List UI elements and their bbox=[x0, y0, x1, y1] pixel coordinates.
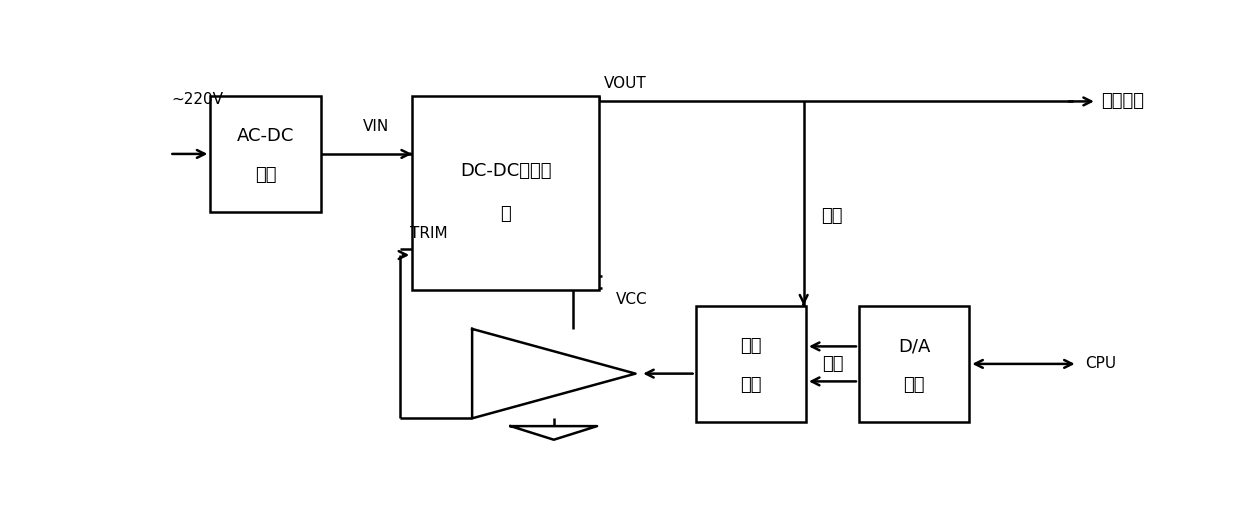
FancyBboxPatch shape bbox=[696, 306, 806, 422]
Text: ~220V: ~220V bbox=[171, 92, 223, 107]
Text: 模块: 模块 bbox=[254, 166, 277, 184]
Text: D/A: D/A bbox=[898, 337, 930, 356]
Text: VIN: VIN bbox=[363, 119, 389, 134]
Text: CPU: CPU bbox=[1085, 357, 1116, 371]
Text: 块: 块 bbox=[501, 205, 511, 223]
FancyBboxPatch shape bbox=[412, 95, 599, 290]
FancyBboxPatch shape bbox=[211, 95, 321, 212]
Text: 比较: 比较 bbox=[740, 337, 761, 356]
Text: 取样: 取样 bbox=[821, 207, 842, 225]
Text: 电源输出: 电源输出 bbox=[1101, 92, 1145, 111]
Text: VOUT: VOUT bbox=[604, 76, 647, 91]
Text: AC-DC: AC-DC bbox=[237, 127, 294, 145]
Text: 转换: 转换 bbox=[904, 376, 925, 394]
FancyBboxPatch shape bbox=[859, 306, 970, 422]
Text: TRIM: TRIM bbox=[409, 226, 448, 241]
Text: 电路: 电路 bbox=[740, 376, 761, 394]
Text: VCC: VCC bbox=[616, 292, 649, 307]
Text: 参考: 参考 bbox=[822, 355, 843, 373]
Text: DC-DC稳压模: DC-DC稳压模 bbox=[460, 163, 552, 180]
